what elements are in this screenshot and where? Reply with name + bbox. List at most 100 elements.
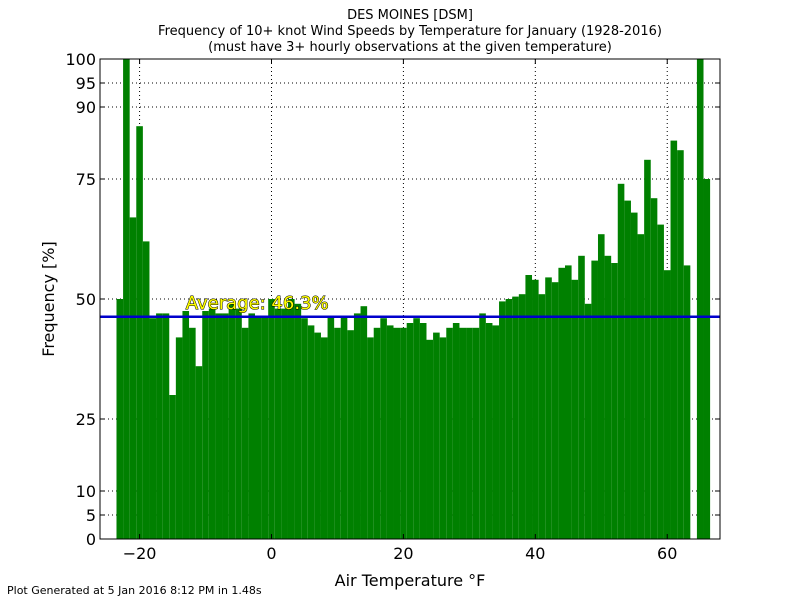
x-tick-label: 20 (393, 544, 413, 563)
bar (340, 315, 348, 539)
bar (466, 327, 473, 539)
bars (116, 59, 711, 540)
bar (347, 330, 354, 539)
bar (630, 212, 638, 539)
bar (129, 217, 137, 539)
bar (505, 299, 513, 539)
bar (459, 327, 467, 539)
y-tick-label: 25 (76, 410, 96, 429)
bar (175, 337, 183, 539)
bar (307, 325, 315, 539)
bar (268, 299, 275, 539)
y-axis-label: Frequency [%] (39, 241, 58, 356)
bar (353, 313, 361, 539)
bar (136, 126, 143, 539)
bar (446, 327, 453, 539)
bar (499, 301, 506, 539)
x-tick-label: −20 (123, 544, 157, 563)
bar (241, 327, 249, 539)
bar (182, 311, 190, 539)
bar (591, 260, 598, 539)
bar (532, 279, 539, 539)
bar (696, 59, 704, 539)
bar (637, 234, 645, 539)
y-tick-label: 75 (76, 170, 96, 189)
bar (439, 337, 447, 539)
bar (538, 294, 546, 539)
bar (222, 313, 229, 539)
x-tick-label: 0 (266, 544, 276, 563)
bar (373, 327, 381, 539)
x-tick-label: 60 (657, 544, 677, 563)
bar (525, 275, 533, 539)
bar (208, 308, 216, 539)
bar (274, 308, 282, 539)
bar (492, 325, 500, 539)
bar (419, 323, 427, 539)
y-tick-label: 95 (76, 74, 96, 93)
bar (604, 255, 612, 540)
y-tick-label: 90 (76, 98, 96, 117)
bar (393, 327, 401, 539)
x-tick-label: 40 (525, 544, 545, 563)
average-label: Average: 46.3% (186, 293, 329, 314)
bar (703, 179, 711, 539)
bar (400, 327, 407, 539)
y-tick-label: 5 (86, 506, 96, 525)
chart-subtitle: Frequency of 10+ knot Wind Speeds by Tem… (158, 24, 662, 39)
bar (406, 323, 414, 539)
chart-title: DES MOINES [DSM] (347, 8, 473, 23)
bar (189, 327, 196, 539)
bar (169, 395, 176, 539)
plot-generated-footer: Plot Generated at 5 Jan 2016 8:12 PM in … (7, 584, 262, 597)
bar (426, 339, 434, 539)
bar (518, 294, 526, 539)
bar (215, 313, 223, 539)
bar (202, 311, 209, 539)
bar (261, 315, 269, 539)
bar (578, 255, 585, 540)
bar (571, 279, 579, 539)
bar (380, 318, 387, 539)
bar (485, 323, 493, 539)
x-axis-ticks: −20 0 20 40 60 (123, 59, 677, 563)
bar (512, 296, 519, 539)
bar (334, 327, 341, 539)
bar (248, 313, 255, 539)
bar (116, 299, 124, 539)
bar (663, 270, 671, 539)
bar (617, 183, 625, 540)
bar (294, 303, 302, 539)
bar (558, 267, 565, 539)
y-tick-label: 50 (76, 290, 96, 309)
y-tick-label: 0 (86, 530, 96, 549)
bar (611, 263, 618, 539)
bar (584, 303, 592, 539)
bar (235, 308, 242, 539)
bar (551, 282, 559, 539)
bar (327, 315, 335, 539)
bar (228, 303, 236, 539)
bar (386, 325, 394, 539)
bar (123, 59, 130, 539)
bar (413, 318, 420, 539)
bar (472, 327, 480, 539)
bar (287, 299, 295, 539)
x-axis-label: Air Temperature °F (335, 571, 486, 590)
bar (644, 159, 651, 540)
bar (320, 337, 328, 539)
bar (677, 150, 684, 539)
bar (142, 241, 150, 539)
y-tick-label: 100 (65, 50, 96, 69)
bar (670, 140, 678, 539)
bar (314, 332, 321, 539)
chart-subtitle-note: (must have 3+ hourly observations at the… (208, 40, 612, 55)
bar (624, 200, 631, 539)
bar (657, 224, 664, 539)
bar (162, 313, 170, 539)
bar (597, 234, 605, 539)
y-tick-label: 10 (76, 482, 96, 501)
bar (545, 277, 552, 539)
bar (195, 366, 203, 539)
